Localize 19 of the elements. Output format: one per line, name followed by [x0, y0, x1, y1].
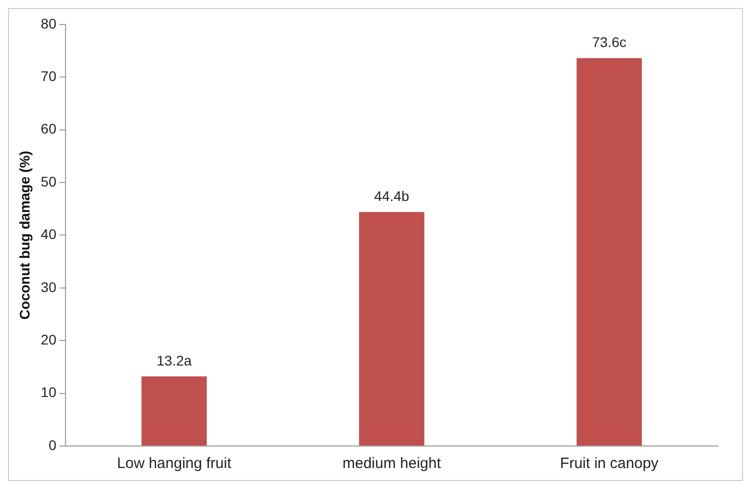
data-label: 44.4b — [374, 188, 410, 204]
x-tick-label: Low hanging fruit — [117, 455, 232, 472]
data-label: 73.6c — [592, 34, 626, 50]
y-tick-label: 60 — [40, 120, 57, 137]
y-axis-title: Coconut bug damage (%) — [16, 150, 32, 320]
bar — [142, 376, 207, 446]
y-tick-label: 40 — [40, 226, 57, 242]
y-tick-label: 0 — [48, 436, 57, 453]
x-tick-label: medium height — [342, 455, 442, 472]
x-tick-label: Fruit in canopy — [560, 455, 659, 472]
data-label: 13.2a — [156, 352, 192, 368]
y-tick-label: 80 — [40, 15, 57, 32]
y-tick-label: 20 — [40, 331, 57, 348]
bar — [359, 212, 424, 446]
y-tick-label: 70 — [40, 68, 57, 84]
y-tick-label: 50 — [40, 173, 57, 190]
bar — [576, 58, 642, 446]
y-tick-label: 30 — [40, 278, 57, 295]
y-tick-label: 10 — [40, 384, 57, 400]
